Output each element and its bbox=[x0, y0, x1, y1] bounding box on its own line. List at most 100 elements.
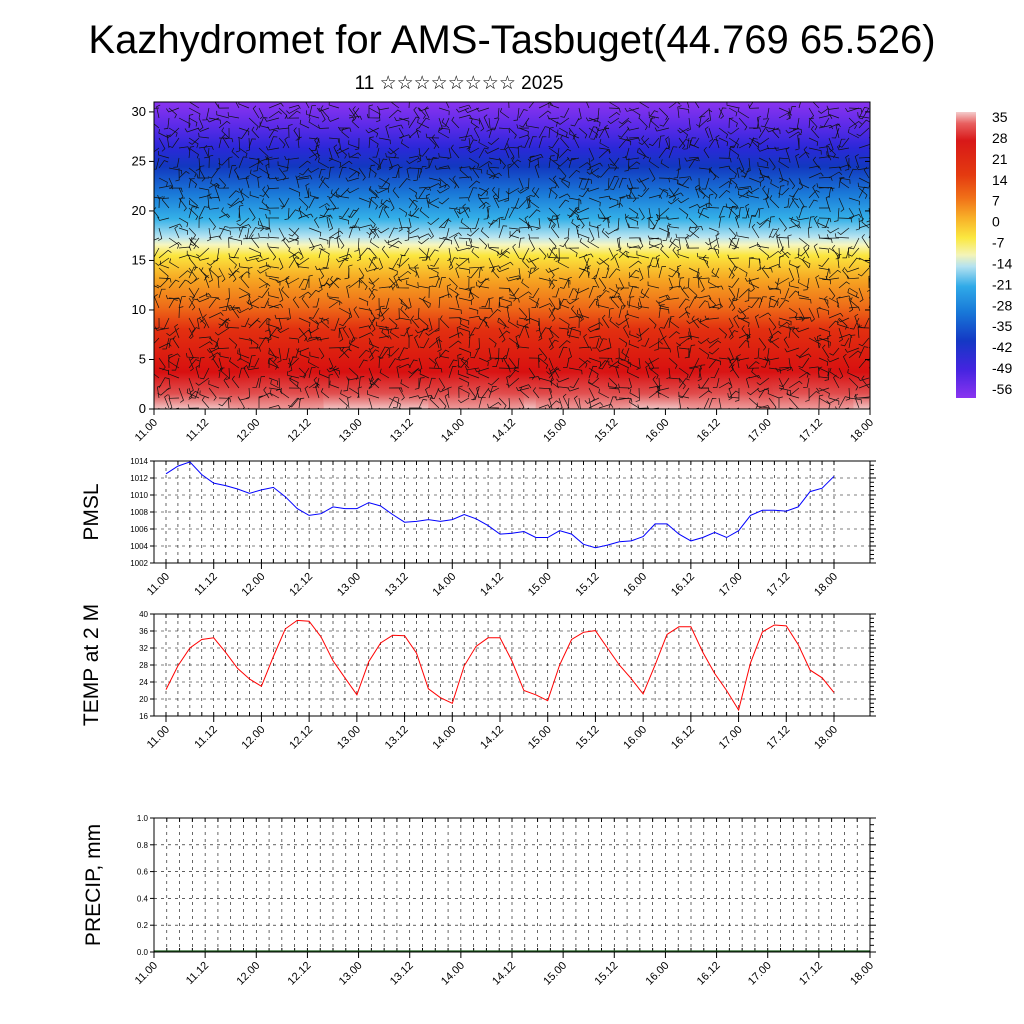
wind-barb bbox=[398, 127, 404, 139]
wind-barb bbox=[375, 107, 381, 123]
wind-barb bbox=[728, 177, 736, 189]
wind-barb bbox=[295, 257, 310, 266]
wind-barb bbox=[380, 199, 390, 209]
wind-barb bbox=[598, 338, 608, 349]
wind-barb bbox=[288, 251, 302, 259]
wind-barb bbox=[511, 157, 520, 169]
wind-barb bbox=[466, 137, 471, 150]
wind-barb bbox=[487, 377, 500, 386]
wind-barb bbox=[508, 317, 520, 329]
wind-barb bbox=[208, 312, 224, 319]
wind-barb bbox=[728, 387, 733, 401]
x-tick-label: 11.12 bbox=[192, 724, 219, 751]
wind-barb bbox=[498, 225, 508, 239]
wind-barb bbox=[648, 367, 659, 380]
x-tick-label: 11.12 bbox=[184, 417, 211, 444]
wind-barb bbox=[665, 295, 680, 300]
wind-barb bbox=[814, 337, 830, 342]
y-tick-label: 1012 bbox=[130, 474, 148, 483]
wind-barb bbox=[506, 304, 511, 319]
wind-barb bbox=[817, 107, 830, 114]
wind-barb bbox=[778, 107, 789, 117]
wind-barb bbox=[686, 244, 700, 249]
wind-barb bbox=[158, 137, 166, 152]
wind-barb bbox=[861, 375, 870, 389]
wind-barb bbox=[476, 281, 490, 289]
wind-barb bbox=[241, 317, 250, 328]
wind-barb bbox=[844, 157, 850, 171]
wind-barb bbox=[708, 303, 724, 309]
wind-barb bbox=[312, 377, 320, 388]
wind-barb bbox=[236, 217, 250, 227]
wind-barb bbox=[222, 297, 230, 312]
wind-barb bbox=[218, 120, 231, 129]
wind-barb bbox=[491, 266, 500, 279]
wind-barb bbox=[454, 206, 460, 219]
wind-barb bbox=[231, 305, 240, 319]
wind-barb bbox=[668, 285, 683, 290]
wind-barb bbox=[258, 107, 264, 120]
wind-barb bbox=[488, 167, 496, 180]
wind-barb bbox=[778, 317, 792, 326]
wind-barb bbox=[476, 107, 490, 112]
wind-barb bbox=[650, 117, 660, 129]
wind-barb bbox=[825, 195, 830, 209]
wind-barb bbox=[772, 127, 780, 139]
wind-barb bbox=[229, 357, 240, 369]
x-tick-label: 16.00 bbox=[621, 571, 649, 599]
wind-barb bbox=[248, 247, 261, 258]
wind-barb bbox=[760, 117, 770, 128]
wind-barb bbox=[575, 207, 590, 214]
wind-barb bbox=[408, 369, 422, 379]
wind-barb bbox=[378, 257, 384, 271]
wind-barb bbox=[375, 321, 390, 329]
wind-barb bbox=[595, 317, 600, 331]
wind-barb bbox=[758, 388, 769, 399]
wind-barb bbox=[228, 200, 244, 209]
x-tick-label: 12.12 bbox=[286, 417, 314, 445]
wind-barb bbox=[768, 228, 778, 239]
wind-barb bbox=[298, 291, 312, 299]
wind-barb bbox=[554, 366, 560, 379]
wind-barb bbox=[283, 237, 290, 249]
wind-barb bbox=[838, 217, 853, 223]
wind-barb bbox=[637, 187, 650, 198]
wind-barb bbox=[848, 107, 863, 113]
wind-barb bbox=[746, 191, 760, 199]
wind-barb bbox=[522, 257, 530, 269]
wind-barb bbox=[297, 262, 310, 269]
wind-barb bbox=[577, 229, 590, 239]
wind-barb bbox=[430, 387, 440, 399]
wind-barb bbox=[728, 298, 739, 309]
wind-barb bbox=[778, 217, 787, 232]
wind-barb bbox=[258, 117, 268, 129]
x-tick-label: 17.00 bbox=[746, 417, 774, 445]
wind-barb bbox=[768, 330, 782, 339]
wind-barb bbox=[208, 182, 220, 189]
wind-barb bbox=[842, 247, 850, 259]
colorbar-label: -14 bbox=[992, 255, 1012, 271]
wind-barb bbox=[738, 186, 753, 191]
wind-barb bbox=[778, 377, 790, 388]
wind-barb bbox=[658, 147, 671, 159]
wind-barb bbox=[761, 357, 770, 368]
wind-barb bbox=[757, 147, 770, 152]
wind-barb bbox=[415, 126, 421, 139]
y-tick-label: 1.0 bbox=[137, 814, 149, 823]
wind-barb bbox=[258, 277, 268, 289]
wind-barb bbox=[868, 346, 870, 349]
wind-barb bbox=[342, 325, 350, 339]
wind-barb bbox=[788, 316, 804, 321]
wind-barb bbox=[576, 215, 590, 221]
wind-barb bbox=[848, 197, 860, 206]
wind-barb bbox=[368, 287, 376, 300]
wind-barb bbox=[217, 104, 230, 109]
wind-barb bbox=[158, 196, 164, 209]
wind-barb bbox=[438, 296, 444, 309]
precip-y-axis: 0.00.20.40.60.81.0 bbox=[137, 814, 876, 957]
wind-barb bbox=[778, 112, 793, 119]
wind-barb bbox=[708, 167, 717, 181]
wind-barb bbox=[457, 397, 470, 404]
wind-barb bbox=[488, 127, 497, 139]
wind-barb bbox=[517, 145, 522, 159]
